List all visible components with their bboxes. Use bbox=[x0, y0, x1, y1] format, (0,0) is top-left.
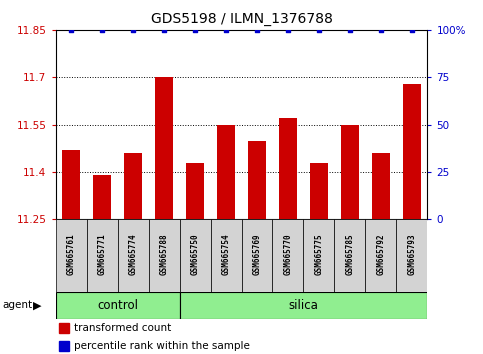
Bar bbox=[403, 84, 421, 219]
Bar bbox=[366, 219, 397, 292]
Text: GSM665771: GSM665771 bbox=[98, 234, 107, 275]
Bar bbox=[59, 341, 69, 351]
Point bbox=[222, 27, 230, 33]
Bar bbox=[217, 125, 235, 219]
Point bbox=[191, 27, 199, 33]
Text: transformed count: transformed count bbox=[74, 323, 171, 333]
Bar bbox=[242, 219, 272, 292]
Text: GSM665750: GSM665750 bbox=[190, 234, 199, 275]
Text: control: control bbox=[97, 299, 138, 312]
Bar bbox=[334, 219, 366, 292]
Point bbox=[253, 27, 261, 33]
Point bbox=[160, 27, 168, 33]
Text: GSM665754: GSM665754 bbox=[222, 234, 230, 275]
Point bbox=[98, 27, 106, 33]
Text: silica: silica bbox=[288, 299, 318, 312]
Text: GSM665785: GSM665785 bbox=[345, 234, 355, 275]
Text: agent: agent bbox=[2, 300, 32, 310]
Point bbox=[67, 27, 75, 33]
Bar bbox=[180, 292, 427, 319]
Text: GSM665793: GSM665793 bbox=[408, 234, 416, 275]
Bar bbox=[211, 219, 242, 292]
Bar bbox=[303, 219, 334, 292]
Bar bbox=[117, 219, 149, 292]
Text: GSM665770: GSM665770 bbox=[284, 234, 293, 275]
Bar bbox=[86, 219, 117, 292]
Text: percentile rank within the sample: percentile rank within the sample bbox=[74, 341, 250, 351]
Text: GSM665775: GSM665775 bbox=[314, 234, 324, 275]
Text: GSM665792: GSM665792 bbox=[376, 234, 385, 275]
Point bbox=[129, 27, 137, 33]
Bar bbox=[93, 175, 112, 219]
Bar bbox=[279, 119, 297, 219]
Text: GSM665774: GSM665774 bbox=[128, 234, 138, 275]
Text: GSM665788: GSM665788 bbox=[159, 234, 169, 275]
Text: GSM665761: GSM665761 bbox=[67, 234, 75, 275]
Bar bbox=[149, 219, 180, 292]
Bar bbox=[397, 219, 427, 292]
Bar bbox=[124, 153, 142, 219]
Point bbox=[377, 27, 385, 33]
Point bbox=[346, 27, 354, 33]
Bar bbox=[341, 125, 359, 219]
Bar bbox=[56, 292, 180, 319]
Bar bbox=[272, 219, 303, 292]
Bar bbox=[56, 219, 86, 292]
Point bbox=[315, 27, 323, 33]
Bar bbox=[155, 78, 173, 219]
Bar bbox=[310, 163, 328, 219]
Bar bbox=[59, 323, 69, 333]
Bar bbox=[186, 163, 204, 219]
Point bbox=[284, 27, 292, 33]
Text: GSM665769: GSM665769 bbox=[253, 234, 261, 275]
Bar bbox=[62, 150, 80, 219]
Text: ▶: ▶ bbox=[33, 300, 42, 310]
Bar bbox=[248, 141, 266, 219]
Bar bbox=[180, 219, 211, 292]
Point bbox=[408, 27, 416, 33]
Bar bbox=[372, 153, 390, 219]
Text: GDS5198 / ILMN_1376788: GDS5198 / ILMN_1376788 bbox=[151, 12, 332, 27]
